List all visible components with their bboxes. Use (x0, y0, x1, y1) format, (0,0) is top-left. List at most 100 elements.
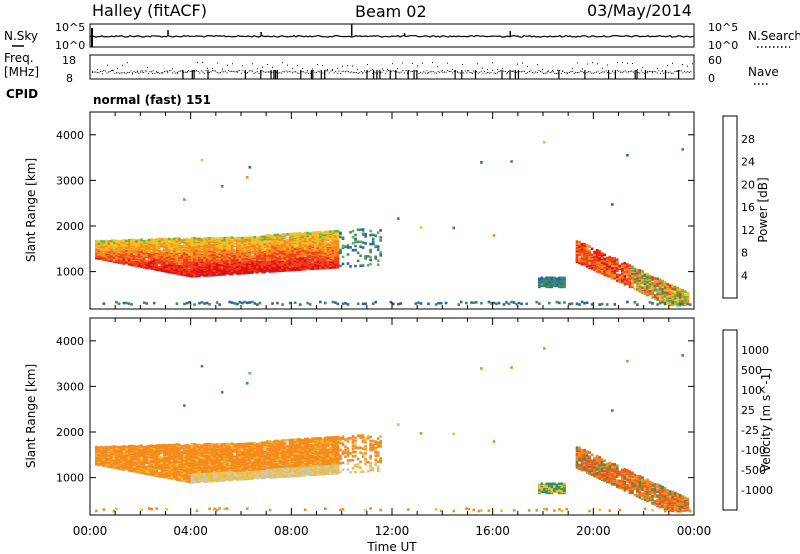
freq-point (519, 71, 521, 73)
heatmap-cell (183, 258, 186, 262)
freq-point (575, 71, 577, 73)
heatmap-cell (472, 301, 476, 304)
heatmap-cell (228, 246, 231, 250)
nave-right-tick-bottom: 0 (708, 72, 715, 85)
heatmap-cell (158, 267, 161, 271)
freq-point (109, 71, 111, 72)
freq-point (628, 71, 629, 73)
heatmap-cell (152, 301, 156, 305)
heatmap-cell (339, 248, 342, 252)
heatmap-cell (105, 460, 108, 464)
heatmap-cell (168, 263, 171, 267)
heatmap-cell (671, 284, 674, 288)
nave-point (472, 72, 473, 74)
heatmap-cell (155, 464, 158, 467)
heatmap-cell (160, 461, 164, 464)
freq-point (261, 70, 263, 72)
freq-point (188, 70, 189, 72)
heatmap-cell (120, 257, 123, 261)
freq-point (684, 70, 685, 72)
heatmap-cell (135, 256, 138, 260)
heatmap-cell (671, 301, 674, 305)
freq-point (165, 70, 167, 72)
heatmap-cell (145, 445, 148, 448)
freq-point (676, 70, 677, 72)
heatmap-cell (588, 253, 591, 256)
heatmap-cell (558, 276, 561, 280)
heatmap-cell (598, 270, 601, 273)
heatmap-cell (210, 247, 214, 251)
heatmap-cell (135, 253, 138, 257)
heatmap-cell (361, 228, 365, 231)
heatmap-cell (293, 244, 297, 248)
heatmap-cell (112, 509, 116, 513)
heatmap-cell (163, 447, 166, 451)
freq-point (669, 71, 671, 73)
heatmap-cell (145, 302, 148, 305)
heatmap-cell (208, 265, 211, 269)
freq-point (120, 72, 122, 74)
heatmap-cell (359, 254, 362, 258)
heatmap-cell (663, 280, 667, 284)
heatmap-cell (225, 245, 229, 249)
heatmap-cell (319, 300, 322, 304)
heatmap-cell (243, 243, 247, 247)
heatmap-cell (218, 257, 221, 260)
freq-point (682, 72, 684, 74)
nave-point (382, 68, 383, 70)
heatmap-cell (651, 289, 654, 292)
heatmap-cell (213, 269, 216, 273)
freq-point (332, 70, 333, 71)
heatmap-cell (306, 257, 309, 261)
heatmap-cell (595, 266, 599, 269)
heatmap-cell (611, 274, 614, 277)
heatmap-cell (306, 260, 309, 264)
heatmap-cell (417, 301, 420, 304)
freq-point (658, 70, 660, 72)
nave-point (547, 70, 548, 72)
heatmap-cell (686, 291, 690, 295)
heatmap-cell (666, 283, 669, 286)
heatmap-cell (127, 447, 131, 450)
heatmap-cell (678, 302, 682, 306)
heatmap-cell (570, 302, 574, 305)
freq-point (599, 72, 601, 74)
heatmap-cell (331, 300, 335, 304)
heatmap-cell (351, 229, 355, 233)
heatmap-cell (397, 217, 400, 220)
heatmap-cell (120, 459, 123, 463)
y-tick-label: 2000 (56, 220, 84, 233)
heatmap-cell (261, 235, 264, 239)
heatmap-cell (296, 254, 299, 257)
heatmap-cell (147, 242, 151, 246)
heatmap-cell (658, 299, 662, 303)
nave-point (422, 62, 423, 64)
freq-point (237, 70, 239, 72)
nave-point (307, 70, 308, 72)
nave-point (522, 62, 523, 64)
heatmap-cell (369, 242, 372, 246)
heatmap-cell (135, 462, 138, 466)
heatmap-cell (165, 508, 169, 511)
heatmap-cell (316, 245, 320, 248)
freq-point (508, 71, 509, 73)
nave-point (482, 67, 483, 69)
heatmap-cell (137, 450, 141, 453)
nave-point (237, 71, 238, 73)
heatmap-cell (266, 241, 269, 244)
heatmap-cell (220, 254, 224, 257)
heatmap-cell (160, 458, 164, 461)
heatmap-cell (195, 237, 199, 241)
heatmap-cell (180, 258, 184, 261)
nave-point (132, 73, 133, 75)
heatmap-cell (190, 243, 194, 246)
heatmap-cell (230, 301, 234, 304)
heatmap-cell (100, 241, 103, 245)
freq-point (157, 71, 159, 73)
heatmap-cell (374, 300, 377, 304)
freq-point (632, 71, 634, 73)
heatmap-cell (621, 262, 624, 266)
heatmap-cell (648, 289, 652, 293)
heatmap-cell (585, 259, 589, 262)
heatmap-cell (631, 272, 634, 276)
